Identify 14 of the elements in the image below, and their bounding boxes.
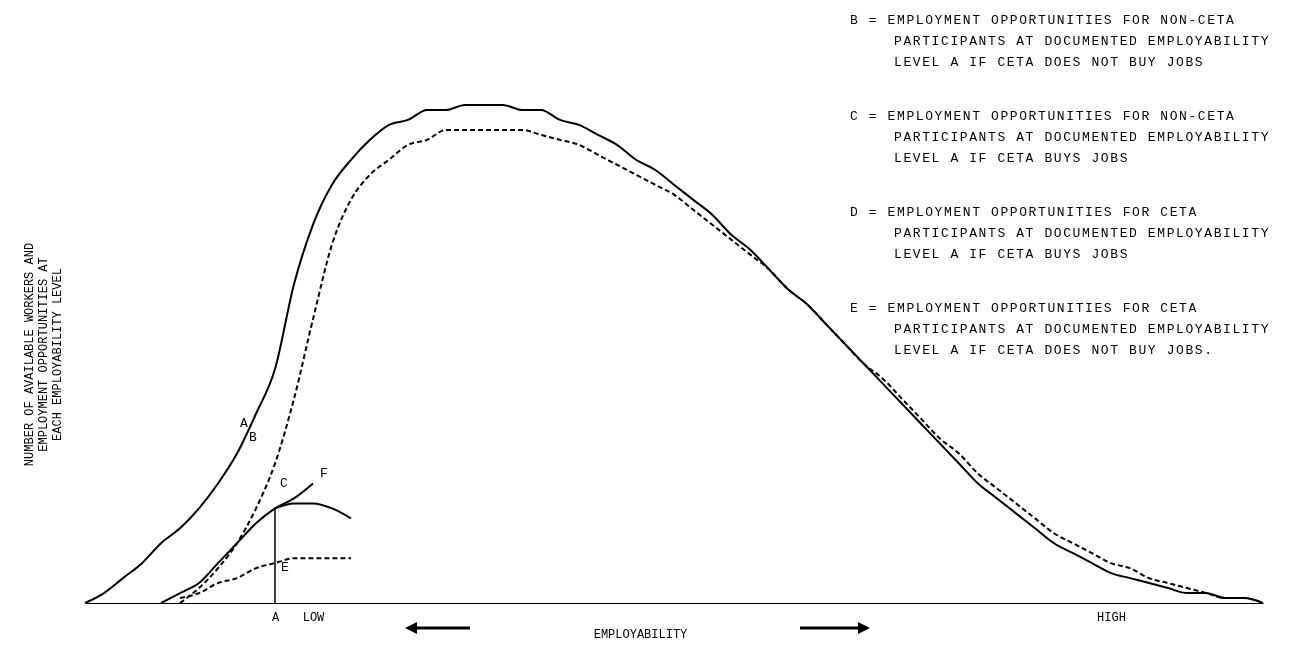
y-axis-title: NUMBER OF AVAILABLE WORKERS AND EMPLOYMENT OPPORTUNITIES AT EACH EMPLOYABILITY LEVEL <box>22 242 65 467</box>
annotation: C <box>280 476 288 491</box>
annotation: B <box>249 430 257 445</box>
annotation: A <box>240 416 248 431</box>
annotation: E = EMPLOYMENT OPPORTUNITIES FOR CETA PARTICIPANTS AT DOCUMENTED EMPLOYABILITY LEVEL A IF CETA DOES NOT BUY JOBS. <box>850 300 1272 360</box>
annotation: E <box>281 560 289 575</box>
annotation: F <box>320 466 328 481</box>
x-tick-label: LOW <box>302 610 326 625</box>
x-axis-title: EMPLOYABILITY <box>593 627 688 642</box>
x-tick-label: HIGH <box>1097 610 1126 625</box>
annotation: D = EMPLOYMENT OPPORTUNITIES FOR CETA PARTICIPANTS AT DOCUMENTED EMPLOYABILITY LEVEL A IF CETA BUYS JOBS <box>850 204 1272 264</box>
x-tick-label: A <box>271 610 280 625</box>
text: B = EMPLOYMENT OPPORTUNITIES FOR NON-CETA PARTICIPANTS AT DOCUMENTED EMPLOYABILITY LEVEL A IF CETA DOES NOT BUY JOBS <box>850 12 1272 72</box>
annotation: C = EMPLOYMENT OPPORTUNITIES FOR NON-CETA PARTICIPANTS AT DOCUMENTED EMPLOYABILITY LEVEL A IF CETA BUYS JOBS <box>850 108 1272 168</box>
